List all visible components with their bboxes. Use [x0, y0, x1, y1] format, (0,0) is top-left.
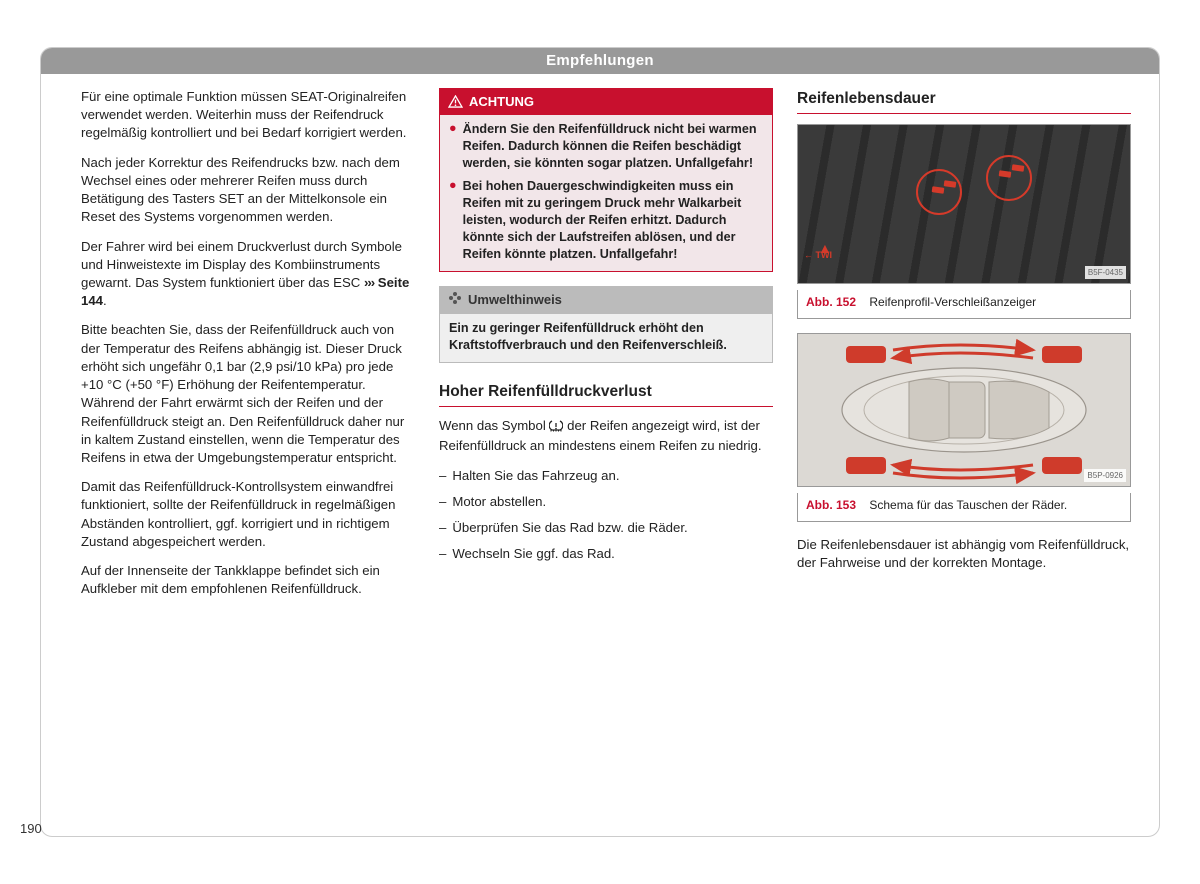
recycle-flower-icon [448, 291, 462, 310]
figure-caption-text: Reifenprofil-Verschleißanzeiger [869, 295, 1036, 309]
warning-triangle-icon [448, 95, 463, 108]
figure-code: B5F-0435 [1085, 266, 1126, 279]
warning-item: ● Ändern Sie den Reifenfülldruck nicht b… [449, 121, 763, 172]
warning-item: ● Bei hohen Dauergeschwindigkeiten muss … [449, 178, 763, 263]
section-title: Reifenlebensdauer [797, 88, 1131, 114]
manual-page: Empfehlungen Für eine optimale Funktion … [40, 47, 1160, 837]
page-header-title: Empfehlungen [546, 52, 654, 69]
para: Nach jeder Korrektur des Reifendrucks bz… [81, 154, 415, 227]
rotation-arrows-icon [798, 334, 1130, 486]
page-number: 190 [20, 821, 42, 836]
environment-header: Umwelthinweis [440, 287, 772, 314]
para: Damit das Reifenfülldruck-Kontrollsystem… [81, 478, 415, 551]
figure-tread-wear: ▲ ← TWI B5F-0435 [797, 124, 1131, 284]
para: Für eine optimale Funktion müssen SEAT-O… [81, 88, 415, 143]
column-1: Für eine optimale Funktion müssen SEAT-O… [81, 88, 415, 609]
twi-label: ← TWI [804, 249, 832, 261]
figure-number: Abb. 152 [806, 295, 856, 309]
warning-box: ACHTUNG ● Ändern Sie den Reifenfülldruck… [439, 88, 773, 272]
column-3: Reifenlebensdauer ▲ ← TWI B5F-0435 Abb. … [797, 88, 1131, 609]
xref-arrow-icon: ››› [364, 275, 374, 290]
bullet-icon: ● [449, 121, 457, 172]
list-item: –Überprüfen Sie das Rad bzw. die Räder. [439, 519, 773, 537]
figure-code: B5P-0926 [1084, 469, 1126, 482]
para: Der Fahrer wird bei einem Druckverlust d… [81, 238, 415, 311]
list-item: –Wechseln Sie ggf. das Rad. [439, 545, 773, 563]
tire-tread-illustration [798, 125, 1130, 283]
page-header: Empfehlungen [41, 48, 1159, 74]
list-item: –Motor abstellen. [439, 493, 773, 511]
environment-title: Umwelthinweis [468, 291, 562, 309]
para: Auf der Innenseite der Tankklappe befind… [81, 562, 415, 598]
tpms-symbol-icon [549, 419, 563, 437]
section-title: Hoher Reifenfülldruckverlust [439, 381, 773, 407]
environment-body: Ein zu geringer Reifenfülldruck erhöht d… [440, 314, 772, 362]
figure-caption-text: Schema für das Tauschen der Räder. [869, 498, 1067, 512]
warning-header: ACHTUNG [440, 89, 772, 115]
list-item: –Halten Sie das Fahrzeug an. [439, 467, 773, 485]
para: Bitte beachten Sie, dass der Reifenfülld… [81, 321, 415, 467]
figure-caption: Abb. 152 Reifenprofil-Verschleißanzeiger [797, 290, 1131, 319]
bullet-icon: ● [449, 178, 457, 263]
columns: Für eine optimale Funktion müssen SEAT-O… [41, 74, 1159, 627]
warning-body: ● Ändern Sie den Reifenfülldruck nicht b… [440, 115, 772, 271]
figure-wheel-rotation: B5P-0926 [797, 333, 1131, 487]
figure-number: Abb. 153 [806, 498, 856, 512]
para: Wenn das Symbol der Reifen angezeigt wir… [439, 417, 773, 455]
para: Die Reifenlebensdauer ist abhängig vom R… [797, 536, 1131, 572]
column-2: ACHTUNG ● Ändern Sie den Reifenfülldruck… [439, 88, 773, 609]
figure-caption: Abb. 153 Schema für das Tauschen der Räd… [797, 493, 1131, 522]
warning-title: ACHTUNG [469, 93, 534, 111]
environment-note-box: Umwelthinweis Ein zu geringer Reifenfüll… [439, 286, 773, 363]
step-list: –Halten Sie das Fahrzeug an. –Motor abst… [439, 467, 773, 564]
